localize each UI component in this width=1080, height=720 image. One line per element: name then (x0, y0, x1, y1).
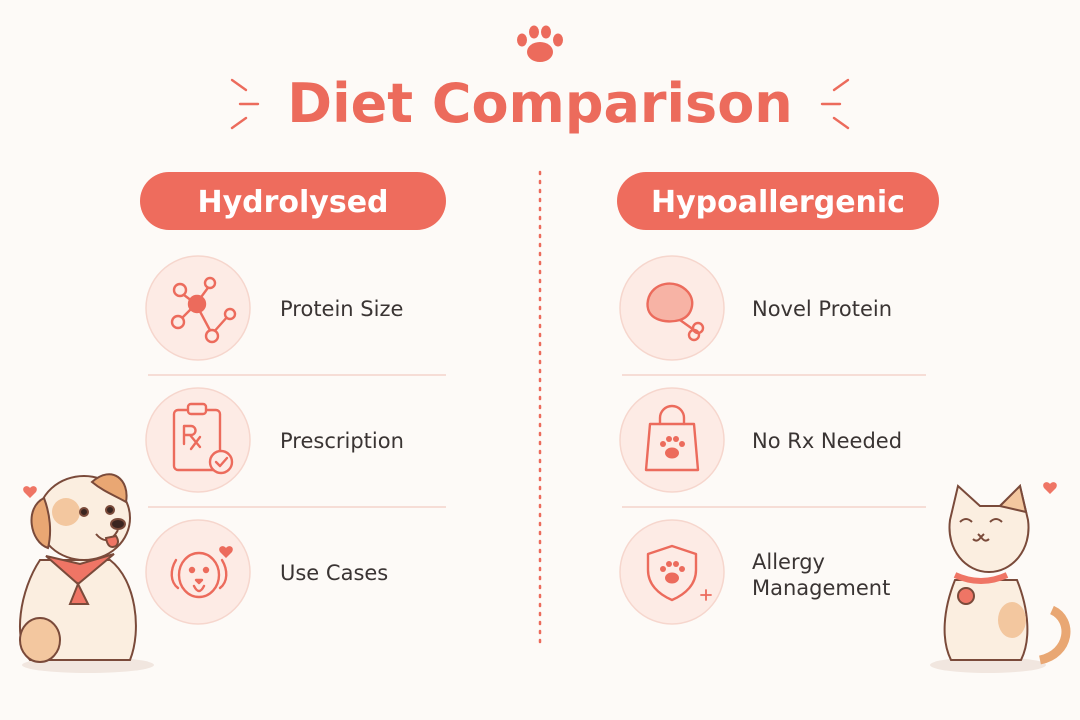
dog-illustration (19, 473, 154, 673)
decoration (658, 404, 686, 426)
column-heading: Hypoallergenic (651, 185, 905, 220)
decoration (223, 307, 237, 321)
item-label-box: No Rx Needed (752, 429, 903, 453)
item-label: Protein Size (280, 297, 404, 321)
decoration (202, 566, 210, 574)
decoration (541, 25, 551, 39)
meat-icon (646, 282, 705, 342)
decoration (1038, 605, 1071, 665)
item-label: Novel Protein (752, 297, 893, 321)
decoration (230, 78, 248, 92)
column-heading-pill (617, 172, 939, 230)
title: Diet Comparison (287, 72, 793, 135)
decoration (1043, 482, 1057, 494)
separators (148, 374, 926, 508)
molecule-icon (170, 276, 237, 344)
decoration (110, 518, 126, 530)
decoration (145, 519, 251, 625)
paw-icon (517, 25, 563, 62)
decoration (646, 282, 694, 323)
decoration (186, 402, 208, 416)
decoration (679, 441, 685, 447)
decoration (172, 282, 188, 298)
decoration (687, 328, 701, 342)
decoration (679, 566, 685, 572)
decoration (665, 572, 679, 584)
item-label-box: Novel Protein (752, 297, 893, 321)
decoration (204, 328, 220, 344)
decoration (68, 581, 90, 605)
decoration (646, 544, 698, 602)
column-heading: Hydrolysed (197, 185, 388, 220)
decoration (529, 25, 539, 39)
decoration (219, 546, 233, 558)
item-label-box: Use Cases (280, 561, 389, 585)
decoration (188, 566, 196, 574)
decoration (105, 505, 115, 515)
item-label-box: Allergy Management (752, 550, 891, 600)
decoration (79, 507, 89, 517)
decoration (972, 533, 990, 542)
decoration (30, 496, 52, 550)
decoration (832, 116, 850, 130)
sparkles (230, 78, 850, 130)
item-label: Allergy Management (752, 550, 891, 600)
decoration (644, 422, 700, 472)
decoration (959, 518, 1003, 523)
decoration (700, 589, 712, 601)
item-label: Use Cases (280, 561, 389, 585)
decoration (203, 276, 217, 290)
decoration (208, 449, 234, 475)
decoration (678, 318, 696, 332)
cat-illustration (930, 482, 1071, 673)
item-label: No Rx Needed (752, 429, 903, 453)
bag-icon (644, 404, 700, 472)
decoration (998, 602, 1026, 638)
decoration (957, 587, 975, 605)
prescription-icon (172, 402, 234, 475)
decoration (52, 498, 80, 526)
decoration (832, 78, 850, 92)
decoration (214, 456, 229, 468)
decoration (660, 436, 685, 459)
item-label: Prescription (280, 429, 404, 453)
item-label-box: Prescription (280, 429, 404, 453)
decoration (23, 486, 37, 498)
decoration (673, 436, 679, 442)
decoration (665, 447, 679, 459)
decoration (660, 566, 666, 572)
decoration (517, 33, 527, 47)
decoration (666, 561, 672, 567)
decoration (998, 484, 1028, 514)
decoration (553, 33, 563, 47)
decoration (90, 473, 128, 504)
column-heading-pill (140, 172, 446, 230)
decoration (619, 387, 725, 493)
decoration (19, 617, 61, 663)
decoration (660, 561, 685, 584)
decoration (619, 519, 725, 625)
decoration (170, 314, 186, 330)
decoration (673, 561, 679, 567)
decoration (182, 424, 202, 451)
decoration (666, 436, 672, 442)
puppy-icon (170, 546, 233, 599)
decoration (104, 534, 119, 548)
shield-icon (646, 544, 712, 602)
decoration (177, 551, 221, 599)
decoration (187, 294, 207, 314)
decoration (527, 42, 553, 62)
item-label-box: Protein Size (280, 297, 404, 321)
decoration (170, 558, 228, 590)
decoration (192, 578, 206, 593)
decoration (953, 572, 1009, 584)
decoration (45, 553, 115, 586)
decoration (660, 441, 666, 447)
decoration (230, 116, 248, 130)
